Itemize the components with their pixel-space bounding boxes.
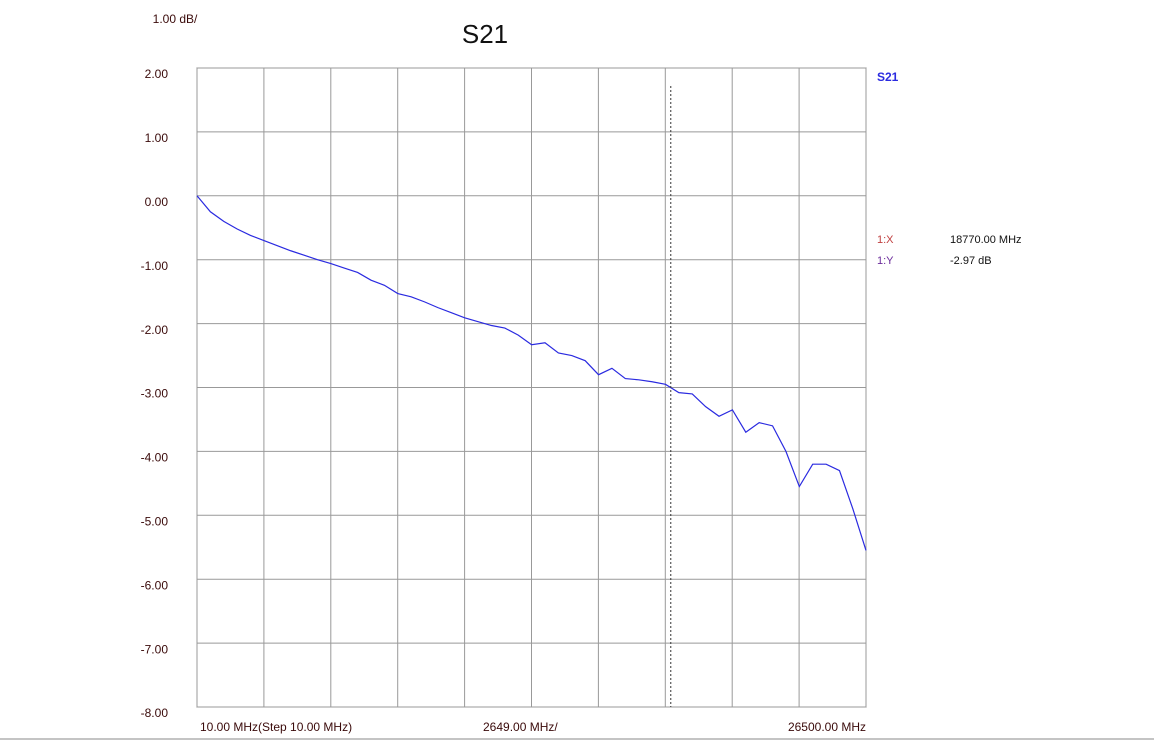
y-tick-label: -8.00 (141, 706, 169, 720)
x-stop-label: 26500.00 MHz (788, 720, 866, 734)
y-tick-label: -6.00 (141, 578, 169, 592)
x-step-label: 2649.00 MHz/ (483, 720, 558, 734)
trace (196, 195, 867, 551)
y-tick-label: -7.00 (141, 642, 169, 656)
y-tick-label: -3.00 (141, 387, 169, 401)
y-tick-label: -1.00 (141, 259, 169, 273)
legend-entry: S21 (877, 70, 899, 84)
marker-y-name: 1:Y (877, 255, 894, 267)
marker-x-name: 1:X (877, 234, 894, 246)
x-start-label: 10.00 MHz(Step 10.00 MHz) (200, 720, 352, 734)
y-tick-label: 1.00 (145, 131, 169, 145)
y-tick-label: 0.00 (145, 195, 169, 209)
chart-title: S21 (462, 19, 508, 49)
marker-x-value: 18770.00 MHz (950, 234, 1022, 246)
y-tick-label: -2.00 (141, 323, 169, 337)
y-tick-label: -5.00 (141, 514, 169, 528)
y-tick-label: 2.00 (145, 67, 169, 81)
marker-y-value: -2.97 dB (950, 255, 992, 267)
y-tick-label: -4.00 (141, 451, 169, 465)
scale-label: 1.00 dB/ (153, 12, 198, 26)
